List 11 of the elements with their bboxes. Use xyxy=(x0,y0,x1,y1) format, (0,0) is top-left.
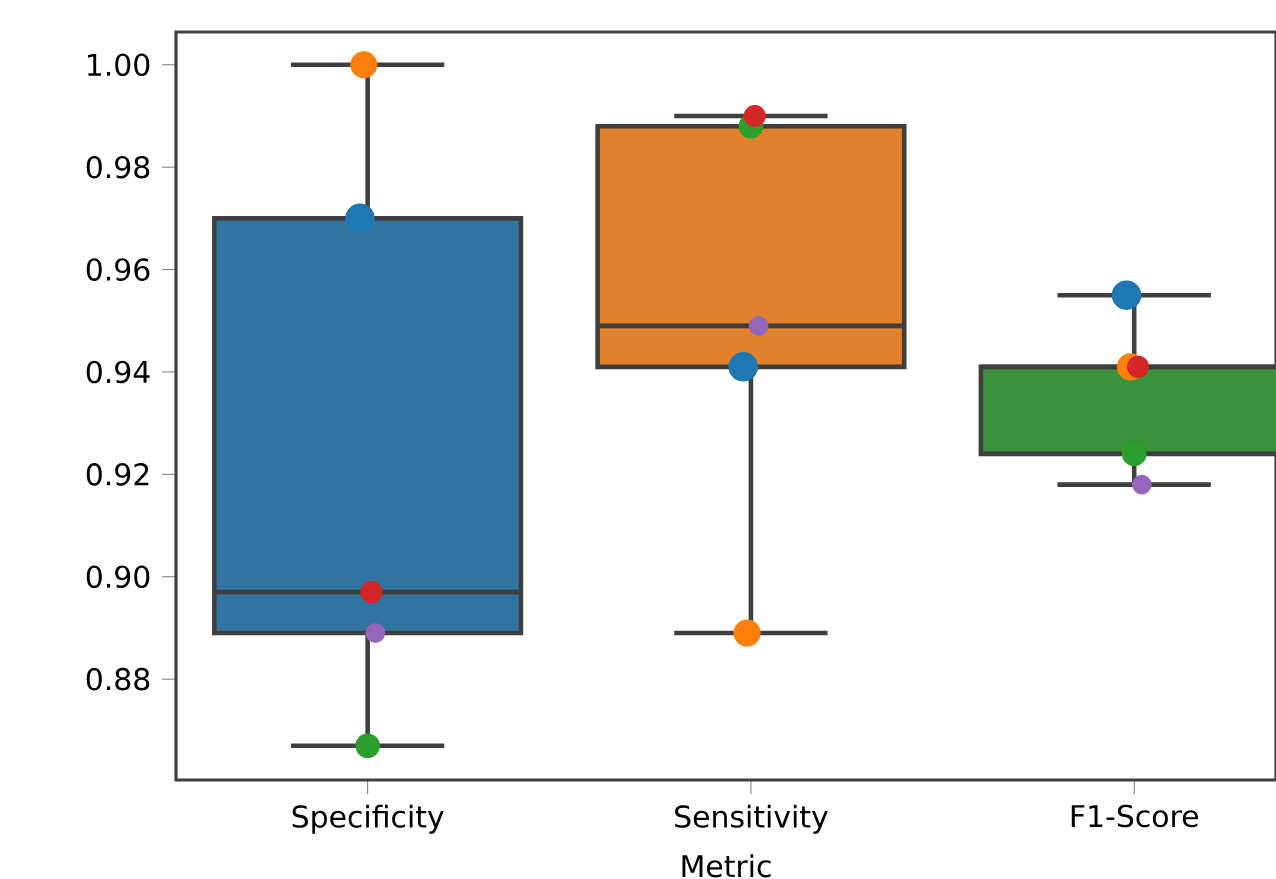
y-tick-label: 0.94 xyxy=(86,360,150,384)
x-tick-label: Sensitivity xyxy=(675,804,828,834)
y-tick-label: 0.96 xyxy=(86,258,150,281)
y-tick-label: 0.98 xyxy=(86,155,150,179)
x-axis-title: Metric xyxy=(682,854,771,878)
x-tick-label: Specificity xyxy=(292,804,444,834)
y-tick-label: 0.92 xyxy=(86,463,149,486)
x-tick-label: F1-Score xyxy=(1071,804,1198,828)
y-tick-label: 0.88 xyxy=(86,667,150,691)
y-tick-label: 1.00 xyxy=(88,53,150,77)
y-tick-label: 0.90 xyxy=(86,565,150,589)
